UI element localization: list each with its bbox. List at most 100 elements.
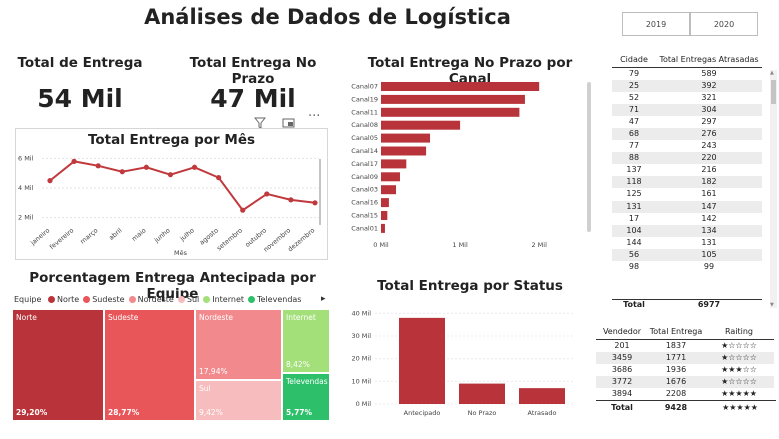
late-total-header[interactable]: Total Entregas Atrasadas: [656, 53, 762, 68]
city-cell: 47: [628, 116, 640, 126]
category-label: Canal09: [351, 173, 378, 181]
seller-cell: 3686: [611, 364, 633, 374]
city-cell: 144: [626, 237, 642, 247]
city-header[interactable]: Cidade: [612, 53, 656, 68]
treemap-tile-name: Sudeste: [108, 313, 139, 322]
x-tick-label: 1 Mil: [452, 241, 468, 249]
x-tick-label: março: [79, 226, 100, 245]
table-row[interactable]: 52 321: [612, 92, 762, 104]
city-table-scrollbar[interactable]: ▲ ▼: [770, 70, 777, 308]
scrollbar-thumb[interactable]: [771, 80, 776, 104]
bar: [399, 317, 445, 404]
bar: [381, 223, 385, 233]
table-row[interactable]: 17 142: [612, 213, 762, 225]
treemap-tile[interactable]: Sudeste 28,77%: [105, 310, 194, 420]
city-cell: 77: [628, 141, 640, 151]
bar: [381, 159, 407, 169]
more-options-icon[interactable]: ···: [308, 109, 321, 124]
late-total-cell: 220: [656, 152, 762, 165]
focus-mode-icon[interactable]: [282, 114, 296, 128]
table-row[interactable]: 125 161: [612, 188, 762, 200]
scroll-up-icon[interactable]: ▲: [770, 70, 774, 76]
table-row[interactable]: 79 589: [612, 67, 762, 80]
table-row[interactable]: 25 392: [612, 79, 762, 92]
treemap-tile[interactable]: Nordeste 17,94%: [196, 310, 281, 379]
table-row[interactable]: 56 105: [612, 248, 762, 261]
data-point: [119, 169, 125, 175]
table-row[interactable]: 144 131: [612, 237, 762, 249]
series-line: [49, 160, 316, 212]
treemap-tile[interactable]: Televendas 5,77%: [283, 374, 329, 420]
table-row[interactable]: 77 243: [612, 140, 762, 152]
seller-total-header[interactable]: Total Entrega: [648, 325, 704, 340]
year-filter-2019[interactable]: 2019: [622, 12, 690, 36]
treemap-tile[interactable]: Internet 8,42%: [283, 310, 329, 372]
table-row[interactable]: 47 297: [612, 116, 762, 128]
late-total-cell: 297: [701, 116, 717, 126]
legend-item[interactable]: Nordeste: [137, 295, 174, 304]
city-cell: 131: [612, 200, 656, 213]
late-total-cell: 321: [701, 92, 717, 102]
seller-cell: 3894: [611, 388, 633, 398]
late-total-cell: 142: [701, 213, 717, 223]
table-row[interactable]: 88 220: [612, 152, 762, 165]
table-row[interactable]: 68 276: [612, 127, 762, 141]
treemap-title: Porcentagem Entrega Antecipada por Equip…: [29, 270, 316, 302]
table-row[interactable]: 71 304: [612, 103, 762, 116]
late-total-cell: 105: [656, 248, 762, 261]
status-bar-chart: 40 Mil 30 Mil 20 Mil 10 Mil 0 Mil Antecipado N…: [351, 309, 575, 417]
data-point: [312, 200, 318, 206]
treemap-tile[interactable]: Sul 9,42%: [196, 381, 281, 420]
late-total-cell: 304: [656, 103, 762, 116]
x-tick-label: junho: [152, 226, 172, 244]
scroll-down-icon[interactable]: ▼: [770, 302, 774, 308]
rating-stars-icon: ★★★★★: [721, 388, 757, 398]
x-tick-label: julho: [178, 226, 196, 243]
legend-item[interactable]: Norte: [56, 295, 80, 304]
table-row[interactable]: 131 147: [612, 200, 762, 213]
status-chart-title: Total Entrega por Status: [377, 278, 563, 294]
kpi-on-time-label: Total Entrega No Prazo: [189, 55, 317, 87]
seller-rating-header[interactable]: Raiting: [704, 325, 774, 340]
legend-item[interactable]: Sudeste: [92, 295, 125, 304]
table-row[interactable]: 3459 1771 ★☆☆☆☆: [596, 351, 774, 364]
category-label: Canal15: [351, 212, 378, 220]
x-tick-label: dezembro: [286, 226, 316, 253]
year-filter-2020[interactable]: 2020: [690, 12, 758, 36]
y-tick-label: 40 Mil: [351, 309, 371, 317]
bar: [381, 211, 388, 220]
table-row[interactable]: 137 216: [612, 164, 762, 176]
category-label: Canal01: [351, 224, 378, 232]
rating-stars-icon: ★☆☆☆☆: [721, 340, 757, 350]
y-tick-label: 30 Mil: [351, 332, 371, 340]
legend-item[interactable]: Sul: [186, 295, 200, 304]
table-row[interactable]: 3894 2208 ★★★★★: [596, 388, 774, 400]
late-total-cell: 131: [701, 237, 717, 247]
table-row[interactable]: 3686 1936 ★★★☆☆: [596, 364, 774, 376]
city-cell: 88: [612, 152, 656, 165]
late-total-cell: 134: [656, 224, 762, 237]
y-tick-label: 2 Mil: [18, 214, 34, 222]
table-row[interactable]: 98 99: [612, 261, 762, 273]
filter-icon[interactable]: [253, 114, 268, 129]
rating-stars-icon: ★★★☆☆: [721, 364, 757, 374]
table-row[interactable]: 104 134: [612, 224, 762, 237]
legend-item[interactable]: Internet: [212, 295, 244, 304]
data-point: [167, 172, 174, 178]
city-cell: 104: [612, 224, 656, 237]
seller-cell: 201: [614, 340, 630, 350]
treemap-chart: Norte 29,20% Sudeste 28,77% Nordeste 17,94% Su…: [13, 310, 329, 420]
x-tick-label: Antecipado: [404, 409, 441, 417]
chevron-right-icon[interactable]: ▸: [321, 294, 326, 304]
seller-header[interactable]: Vendedor: [596, 325, 648, 340]
late-total-cell: 216: [701, 165, 717, 175]
seller-total-value: 9428: [664, 402, 688, 412]
seller-total-cell: 1676: [648, 375, 704, 388]
data-point: [240, 207, 246, 213]
treemap-tile[interactable]: Norte 29,20%: [13, 310, 103, 420]
legend-item[interactable]: Televendas: [257, 295, 302, 304]
table-row[interactable]: 201 1837 ★☆☆☆☆: [596, 339, 774, 352]
table-row[interactable]: 118 182: [612, 176, 762, 189]
seller-total-cell: 1837: [665, 340, 687, 350]
table-row[interactable]: 3772 1676 ★☆☆☆☆: [596, 375, 774, 388]
